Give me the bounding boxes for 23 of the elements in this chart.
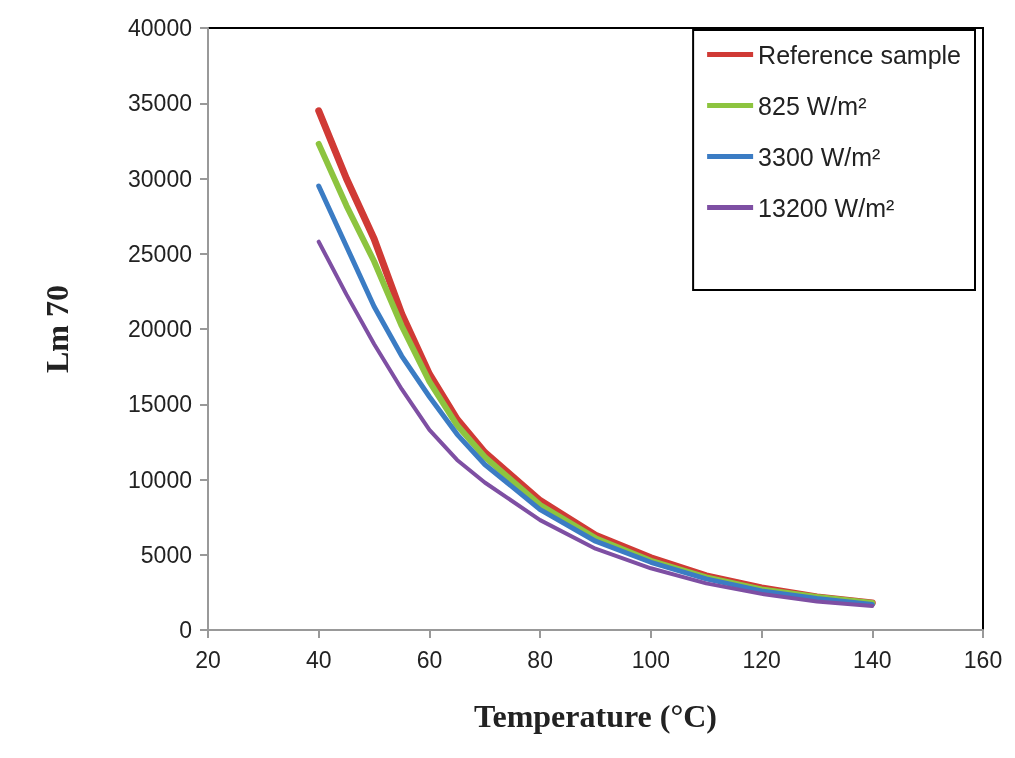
y-tick-label: 30000	[128, 165, 192, 192]
y-tick-label: 25000	[128, 240, 192, 267]
y-tick-label: 5000	[140, 541, 192, 568]
x-tick-label: 20	[195, 646, 221, 673]
legend-label: 3300 W/m²	[758, 142, 881, 171]
y-tick-label: 15000	[128, 391, 192, 418]
legend-label: Reference sample	[758, 40, 962, 69]
y-tick-label: 0	[179, 617, 192, 643]
x-tick-label: 60	[416, 646, 443, 673]
legend-label: 13200 W/m²	[758, 193, 895, 222]
y-tick-label: 40000	[128, 15, 192, 41]
x-tick-label: 120	[742, 646, 781, 673]
legend-label: 825 W/m²	[758, 91, 867, 120]
x-tick-label: 80	[527, 646, 553, 673]
y-tick-label: 10000	[128, 466, 192, 493]
x-tick-label: 140	[853, 646, 892, 673]
y-tick-label: 20000	[128, 316, 192, 342]
x-tick-label: 100	[631, 646, 671, 673]
x-tick-label: 40	[305, 646, 332, 673]
x-tick-label: 160	[963, 646, 1003, 673]
y-tick-label: 35000	[128, 90, 192, 117]
y-axis-title: Lm 70	[39, 285, 75, 373]
x-axis-title: Temperature (°C)	[474, 698, 717, 734]
